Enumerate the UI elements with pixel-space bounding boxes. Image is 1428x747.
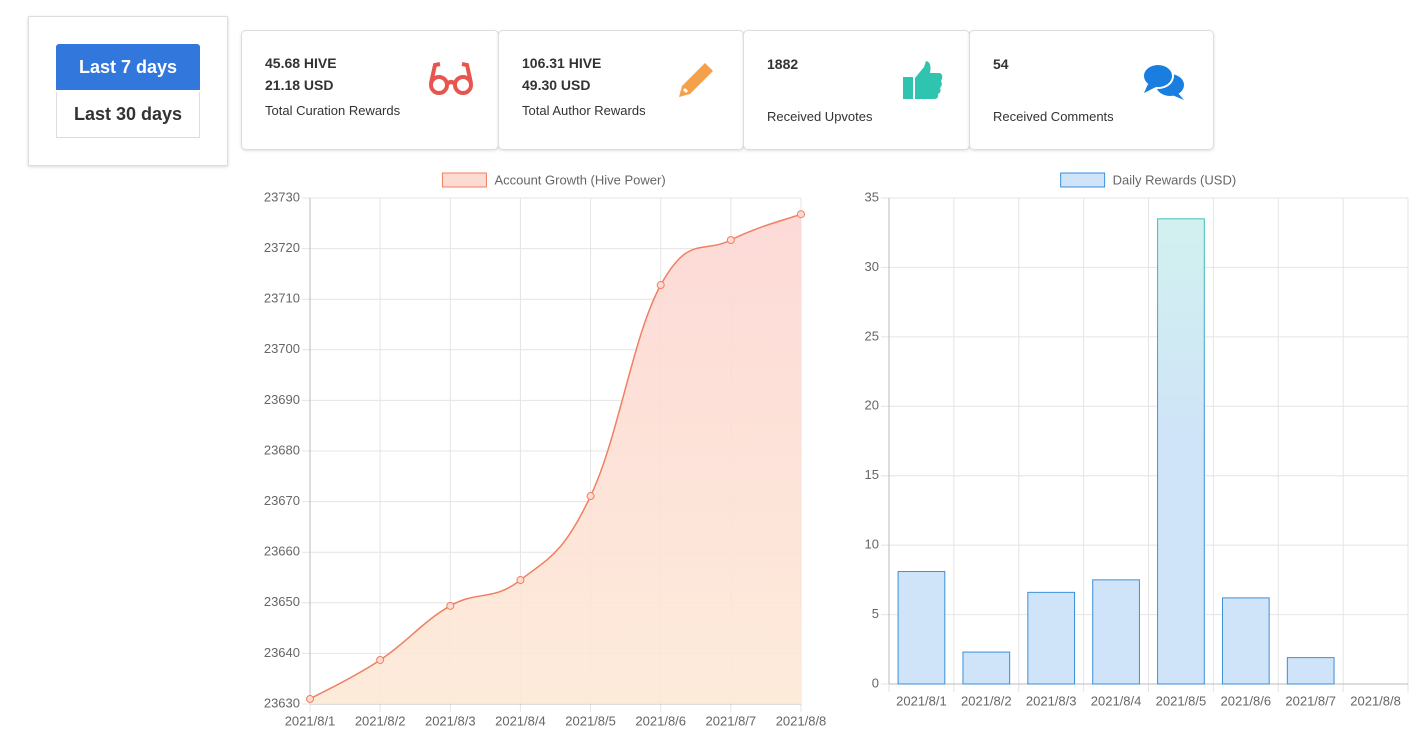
y-tick-label: 23700 [264,341,300,356]
y-tick-label: 35 [865,189,879,204]
x-tick-label: 2021/8/8 [1350,693,1401,708]
legend-swatch [441,172,487,188]
card-label: Received Upvotes [767,109,873,124]
y-tick-label: 23690 [264,392,300,407]
comments-card: 54 Received Comments [969,30,1214,150]
y-tick-label: 23640 [264,645,300,660]
y-tick-label: 20 [865,398,879,413]
point [516,576,525,585]
y-tick-label: 23720 [264,240,300,255]
y-tick-label: 30 [865,259,879,274]
bar [1157,218,1205,685]
x-tick-label: 2021/8/6 [635,713,686,728]
bar [897,571,946,685]
y-tick-label: 23730 [264,189,300,204]
point [586,492,595,501]
y-tick-label: 10 [865,537,879,552]
x-tick-label: 2021/8/4 [495,713,546,728]
last-7-days-button[interactable]: Last 7 days [56,44,200,90]
y-tick-label: 23680 [264,442,300,457]
card-label: Total Curation Rewards [265,103,401,118]
last-30-days-button[interactable]: Last 30 days [56,92,200,138]
y-tick-label: 23630 [264,695,300,710]
x-tick-label: 2021/8/5 [1156,693,1207,708]
y-tick-label: 0 [872,675,879,690]
legend-label: Account Growth (Hive Power) [494,172,665,187]
legend-swatch [1060,172,1106,188]
thumbs-up-icon [903,61,943,99]
upvotes-card: 1882 Received Upvotes [743,30,970,150]
y-tick-label: 23710 [264,291,300,306]
card-value: 1882 [767,56,799,72]
y-tick-label: 23650 [264,594,300,609]
line [309,213,802,700]
card-label: Total Author Rewards [522,103,646,118]
x-tick-label: 2021/8/3 [1026,693,1077,708]
bar [962,651,1011,685]
y-tick-label: 23670 [264,493,300,508]
area [310,214,801,704]
y-tick-label: 5 [872,606,879,621]
point [446,601,455,610]
point [656,281,665,290]
card-label: Received Comments [993,109,1114,124]
pencil-icon [679,63,713,97]
point [306,694,314,703]
author-card: 106.31 HIVE 49.30 USD Total Author Rewar… [498,30,744,150]
card-value: 106.31 HIVE [522,55,602,71]
card-value: 21.18 USD [265,77,334,93]
bar [1092,579,1140,685]
comments-icon [1142,63,1184,100]
point [797,210,805,219]
point [376,655,385,664]
bar [1221,597,1270,685]
range-panel: Last 7 days Last 30 days [28,16,228,166]
x-tick-label: 2021/8/4 [1091,693,1142,708]
x-tick-label: 2021/8/2 [961,693,1012,708]
y-tick-label: 15 [865,467,879,482]
bar [1286,657,1335,685]
point [726,235,735,244]
x-tick-label: 2021/8/3 [425,713,476,728]
legend-label: Daily Rewards (USD) [1113,172,1237,187]
x-tick-label: 2021/8/1 [285,713,336,728]
x-tick-label: 2021/8/8 [776,713,827,728]
x-tick-label: 2021/8/1 [896,693,947,708]
y-tick-label: 25 [865,328,879,343]
y-tick-label: 23660 [264,544,300,559]
card-value: 54 [993,56,1009,72]
bar [1027,591,1076,685]
x-tick-label: 2021/8/2 [355,713,406,728]
card-value: 49.30 USD [522,77,591,93]
x-tick-label: 2021/8/7 [706,713,757,728]
x-tick-label: 2021/8/5 [565,713,616,728]
curation-card: 45.68 HIVE 21.18 USD Total Curation Rewa… [241,30,499,150]
x-tick-label: 2021/8/7 [1285,693,1336,708]
glasses-icon [429,62,473,95]
card-value: 45.68 HIVE [265,55,337,71]
x-tick-label: 2021/8/6 [1221,693,1272,708]
